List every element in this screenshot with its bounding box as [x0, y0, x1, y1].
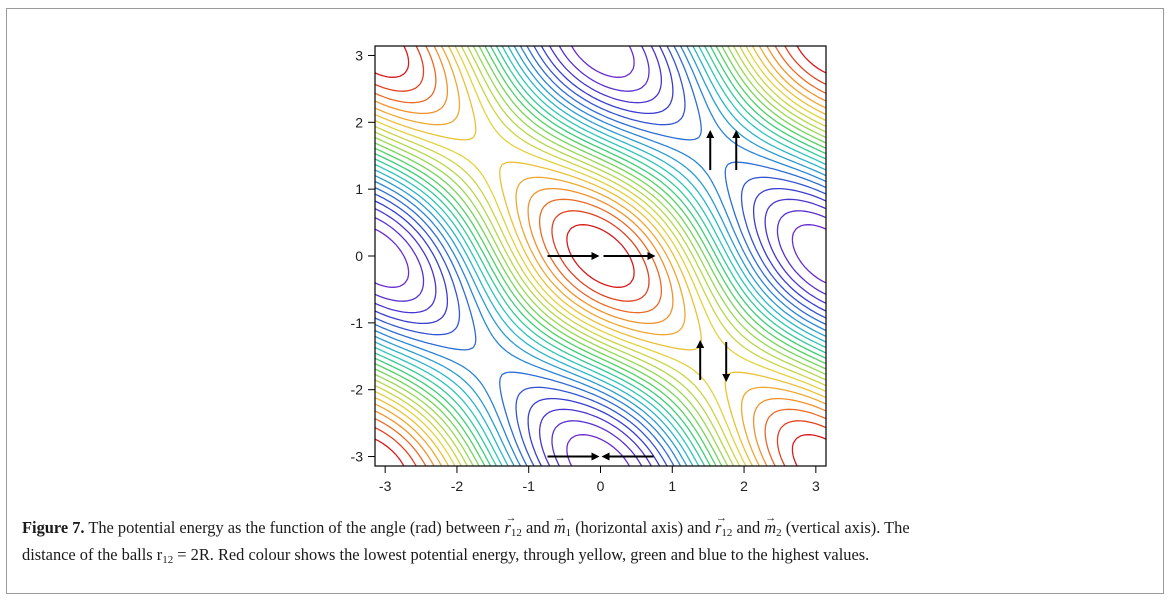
x-tick-label: -2	[451, 478, 464, 494]
plot-area	[375, 46, 826, 466]
contour-level-8	[375, 46, 826, 466]
contour-level-7	[375, 46, 826, 466]
contour-level-21	[375, 46, 826, 466]
contour-level-16	[375, 46, 826, 466]
x-axis: -3 -2 -1 0 1 2 3	[379, 466, 820, 494]
contour-level-15	[375, 46, 826, 466]
figure-caption: Figure 7. The potential energy as the fu…	[22, 512, 1148, 571]
x-tick-label: 0	[597, 478, 605, 494]
moment-arrows	[547, 130, 741, 461]
r12-symbol: → r12	[504, 512, 522, 539]
contour-level-6	[375, 46, 826, 466]
contour-level-23	[375, 46, 826, 466]
r12-symbol-2: → r12	[714, 512, 733, 539]
contour-lines	[375, 46, 826, 466]
caption-text-3: (horizontal axis) and	[575, 518, 711, 537]
y-tick-label: 3	[355, 47, 363, 63]
contour-level-14	[375, 46, 826, 466]
contour-level-4	[375, 46, 826, 466]
x-tick-label: 3	[812, 478, 820, 494]
contour-level-10	[375, 46, 826, 466]
y-tick-label: 0	[355, 248, 363, 264]
caption-text-2: and	[525, 518, 550, 537]
caption-text-5: (vertical axis). The	[785, 518, 910, 537]
contour-level-13	[375, 46, 826, 466]
contour-level-18	[375, 46, 826, 466]
caption-text-1: The potential energy as the function of …	[88, 518, 501, 537]
caption-text-6: distance of the balls r	[22, 545, 163, 564]
contour-level-5	[375, 46, 826, 466]
y-tick-label: -2	[351, 382, 364, 398]
x-tick-label: -3	[379, 478, 392, 494]
y-tick-label: -3	[351, 449, 364, 465]
contour-plot: -3 -2 -1 0 1 2 3 3 2 1 0 -1 -2 -3	[351, 45, 827, 494]
m2-symbol: → m2	[764, 512, 782, 539]
y-tick-label: 1	[355, 181, 363, 197]
contour-level-3	[375, 46, 826, 466]
contour-level-24	[375, 46, 826, 466]
figure-frame	[6, 8, 1164, 594]
y-tick-label: -1	[351, 315, 364, 331]
caption-text-7: = 2R. Red colour shows the lowest potent…	[177, 545, 870, 564]
contour-level-2	[375, 46, 826, 466]
contour-level-22	[375, 46, 826, 466]
contour-level-11	[375, 46, 826, 466]
x-tick-label: 2	[740, 478, 748, 494]
y-tick-label: 2	[355, 114, 363, 130]
x-tick-label: 1	[668, 478, 676, 494]
caption-text-4: and	[736, 518, 761, 537]
y-axis: 3 2 1 0 -1 -2 -3	[351, 47, 375, 465]
contour-level-9	[375, 46, 826, 466]
m1-symbol: → m1	[553, 512, 572, 539]
contour-level-19	[375, 46, 826, 466]
contour-level-12	[375, 46, 826, 466]
contour-level-20	[375, 46, 826, 466]
contour-level-1	[375, 46, 826, 466]
x-tick-label: -1	[522, 478, 535, 494]
caption-label: Figure 7.	[22, 518, 85, 537]
caption-sub-12: 12	[162, 554, 174, 566]
